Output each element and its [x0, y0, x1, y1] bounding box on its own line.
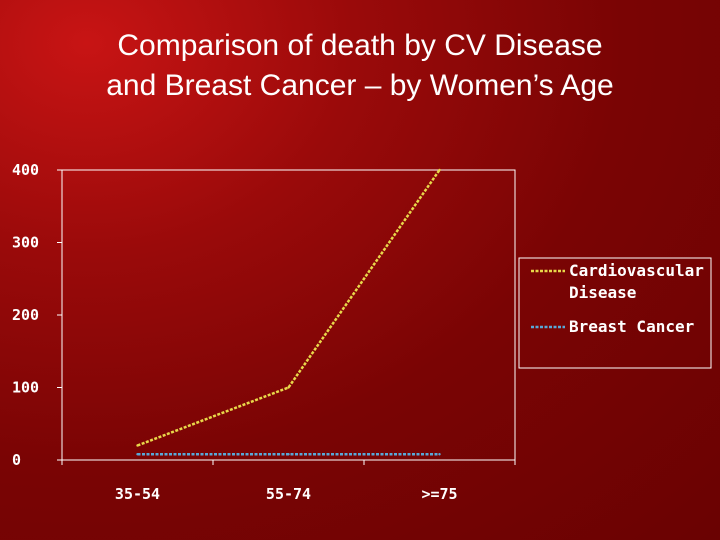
x-tick-label: >=75	[421, 485, 457, 503]
legend-box	[518, 257, 712, 369]
y-tick-label: 200	[12, 306, 39, 324]
y-tick-label: 300	[12, 234, 39, 252]
x-tick-label: 35-54	[115, 485, 160, 503]
series-line-cardiovascular-disease	[137, 169, 441, 447]
chart-title-line-2: and Breast Cancer – by Women’s Age	[106, 69, 614, 102]
plot-area	[61, 169, 516, 461]
data-point	[287, 453, 290, 456]
y-tick-label: 100	[12, 379, 39, 397]
data-point	[287, 386, 290, 389]
y-tick-label: 400	[12, 161, 39, 179]
chart-title: Comparison of death by CV Disease and Br…	[0, 26, 720, 106]
chart-title-line-1: Comparison of death by CV Disease	[117, 29, 603, 62]
data-point	[136, 444, 139, 447]
legend-label: Disease	[569, 283, 636, 302]
data-point	[438, 168, 441, 172]
y-tick-label: 0	[12, 451, 21, 469]
data-point	[438, 453, 441, 456]
legend-label: Breast Cancer	[569, 317, 694, 336]
legend-label: Cardiovascular	[569, 261, 704, 280]
x-tick-label: 55-74	[266, 485, 311, 503]
data-point	[136, 453, 139, 456]
